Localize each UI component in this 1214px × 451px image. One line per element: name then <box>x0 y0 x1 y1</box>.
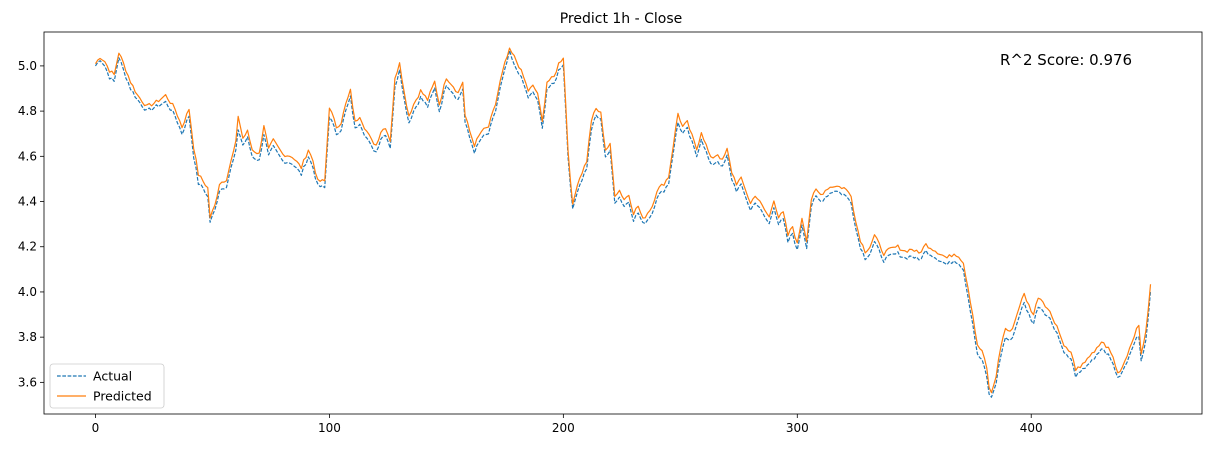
series-line-actual <box>94 49 1152 398</box>
y-tick-label: 3.6 <box>18 375 37 389</box>
y-tick-label: 4.0 <box>18 285 37 299</box>
y-tick-label: 5.0 <box>18 59 37 73</box>
y-tick-label: 4.6 <box>18 149 37 163</box>
x-tick-label: 400 <box>1020 421 1043 435</box>
x-tick-label: 0 <box>92 421 100 435</box>
r2-score-annotation: R^2 Score: 0.976 <box>1000 51 1132 69</box>
axes-frame <box>43 31 1203 415</box>
y-tick-label: 4.4 <box>18 195 37 209</box>
plot-area: 0 100 200 300 400 3.6 3.8 4.0 4.2 4.4 4.6 4.8 5.0 <box>18 31 1203 435</box>
legend: Actual Predicted <box>49 363 165 409</box>
x-tick-label: 100 <box>318 421 341 435</box>
y-tick-label: 4.8 <box>18 104 37 118</box>
series-line-predicted <box>94 47 1152 394</box>
y-tick-label: 3.8 <box>18 330 37 344</box>
x-tick-label: 300 <box>786 421 809 435</box>
legend-box <box>49 363 165 409</box>
legend-label-predicted: Predicted <box>93 389 152 404</box>
legend-label-actual: Actual <box>93 369 132 384</box>
x-tick-label: 200 <box>552 421 575 435</box>
y-tick-label: 4.2 <box>18 240 37 254</box>
chart-title: Predict 1h - Close <box>560 11 683 27</box>
